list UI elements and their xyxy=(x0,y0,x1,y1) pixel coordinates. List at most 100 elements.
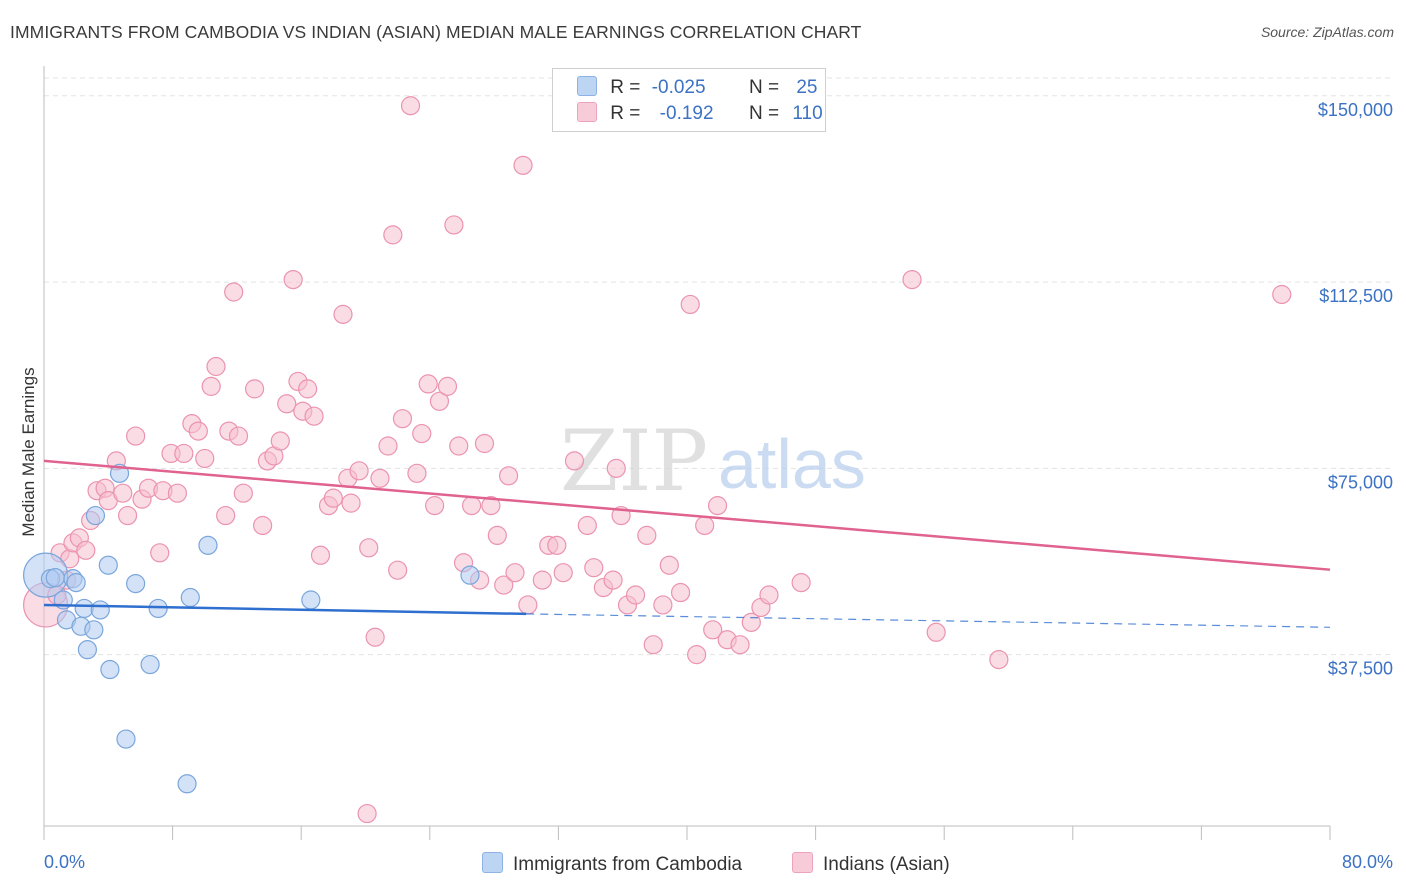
legend-n-label: N = xyxy=(748,77,780,98)
watermark: ZIP atlas xyxy=(560,412,866,510)
data-point xyxy=(228,426,249,446)
data-point xyxy=(791,573,811,593)
legend-n-value: 110 xyxy=(792,103,823,124)
data-point xyxy=(703,620,723,640)
data-point xyxy=(680,294,700,315)
data-point xyxy=(365,627,385,647)
x-tick-label: 80.0% xyxy=(1342,852,1393,872)
data-point xyxy=(100,659,120,680)
data-point xyxy=(198,535,218,555)
data-point xyxy=(113,483,133,503)
bottom-legend-cambodia: Immigrants from Cambodia xyxy=(482,852,742,876)
data-point xyxy=(487,525,507,546)
data-point xyxy=(429,391,450,411)
data-point xyxy=(140,654,160,675)
data-point xyxy=(564,451,585,471)
watermark-zip: ZIP xyxy=(560,412,708,510)
bottom-legend-swatch-pink xyxy=(792,852,813,873)
data-point xyxy=(150,543,170,563)
data-point xyxy=(584,558,604,578)
data-point xyxy=(407,463,427,483)
data-point xyxy=(494,575,514,595)
data-point xyxy=(126,426,146,446)
axes xyxy=(43,66,1331,840)
data-point xyxy=(518,595,538,615)
y-tick-label: $37,500 xyxy=(1328,659,1393,679)
data-point xyxy=(310,545,331,565)
watermark-atlas: atlas xyxy=(718,425,866,503)
data-point xyxy=(383,225,403,245)
data-point xyxy=(707,496,728,516)
data-point xyxy=(659,555,679,575)
legend-n-label: N = xyxy=(748,103,780,124)
legend-swatch-pink xyxy=(577,102,597,122)
legend-row-cambodia: R = -0.025 N = 25 xyxy=(577,76,817,99)
data-point xyxy=(730,635,750,655)
data-point xyxy=(606,458,626,478)
trend-lines xyxy=(43,459,1331,628)
data-point xyxy=(603,570,623,590)
data-point xyxy=(66,573,86,593)
data-point xyxy=(695,515,715,536)
data-point xyxy=(425,496,445,516)
data-point xyxy=(670,582,691,603)
data-point xyxy=(418,374,438,394)
legend-r-value: -0.025 xyxy=(651,77,706,98)
data-point xyxy=(1272,284,1292,305)
data-point xyxy=(85,505,106,526)
data-point xyxy=(687,645,707,665)
data-point xyxy=(233,483,253,503)
data-point xyxy=(449,436,469,456)
data-point xyxy=(388,560,408,580)
data-point xyxy=(206,356,226,377)
data-point xyxy=(126,573,146,594)
gridlines xyxy=(44,77,1392,656)
data-point xyxy=(902,269,922,290)
data-point xyxy=(637,525,657,546)
data-point xyxy=(177,774,197,794)
data-point xyxy=(444,215,464,235)
data-point xyxy=(412,423,432,444)
bottom-legend-label: Immigrants from Cambodia xyxy=(513,854,743,875)
data-point xyxy=(359,538,379,558)
data-point xyxy=(532,570,552,590)
data-point xyxy=(437,376,458,396)
data-point xyxy=(201,376,221,396)
data-point xyxy=(188,421,208,441)
y-tick-label: $75,000 xyxy=(1328,472,1393,492)
data-point xyxy=(283,269,303,290)
data-point xyxy=(84,620,104,640)
data-point xyxy=(195,448,215,469)
legend-r-label: R = xyxy=(610,77,641,98)
tick-labels: $37,500 $75,000 $112,500 $150,000 0.0% 80.0% xyxy=(44,100,1393,872)
data-point xyxy=(323,488,343,508)
data-point xyxy=(244,379,265,399)
data-point xyxy=(378,436,398,456)
data-point xyxy=(270,431,290,451)
legend-r-value: -0.192 xyxy=(659,103,714,124)
data-point xyxy=(474,433,495,454)
data-point xyxy=(277,394,297,414)
data-point xyxy=(116,729,136,749)
legend-swatch-blue xyxy=(577,76,597,96)
chart-title: IMMIGRANTS FROM CAMBODIA VS INDIAN (ASIA… xyxy=(10,22,862,42)
data-point xyxy=(926,622,946,642)
legend-r-label: R = xyxy=(610,103,641,124)
y-axis-label: Median Male Earnings xyxy=(19,367,38,536)
data-point xyxy=(76,540,96,560)
data-point xyxy=(400,96,421,116)
data-point xyxy=(577,515,597,536)
trend-line-cambodia-extension xyxy=(526,613,1331,628)
data-point xyxy=(553,563,573,583)
data-point xyxy=(253,515,273,536)
y-tick-label: $112,500 xyxy=(1319,286,1393,306)
correlation-legend: R = -0.025 N = 25 R = -0.192 N = 110 xyxy=(552,68,826,132)
trend-line-cambodia xyxy=(43,603,527,616)
bottom-legend-swatch-blue xyxy=(482,852,503,873)
bottom-legend-indians: Indians (Asian) xyxy=(792,852,950,876)
data-point xyxy=(392,409,413,429)
data-point xyxy=(98,555,118,575)
legend-row-indians: R = -0.192 N = 110 xyxy=(577,102,823,125)
data-point xyxy=(298,379,318,399)
